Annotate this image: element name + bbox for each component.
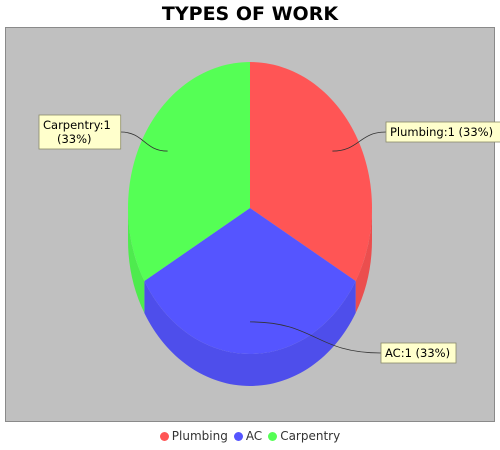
pie-side-ac: [144, 281, 356, 386]
data-label-ac: AC:1 (33%): [385, 346, 450, 360]
label-connector-carpentry: [120, 131, 168, 152]
pie-slices: [127, 62, 372, 354]
legend-swatch-ac: [233, 432, 243, 441]
legend-item-ac: AC: [233, 429, 263, 443]
pie-depth: [128, 208, 372, 386]
label-connector-ac: [249, 321, 382, 354]
legend-item-plumbing: Plumbing: [159, 429, 228, 443]
data-label-plumbing: Plumbing:1 (33%): [390, 125, 493, 139]
legend-swatch-carpentry: [268, 432, 278, 441]
pie-side-plumbing: [355, 208, 372, 313]
pie-slice-ac: [144, 208, 356, 354]
label-box-plumbing: [385, 121, 500, 143]
legend-label-plumbing: Plumbing: [171, 429, 228, 443]
pie-labels: Plumbing:1 (33%) AC:1 (33%) Carpentry:1 (33…: [38, 114, 500, 364]
legend-swatch-plumbing: [159, 432, 169, 441]
legend-label-carpentry: Carpentry: [280, 429, 341, 443]
chart-legend: Plumbing AC Carpentry: [0, 429, 500, 443]
pie-slice-carpentry: [127, 62, 250, 281]
label-connector-plumbing: [332, 131, 387, 152]
label-box-ac: [380, 342, 457, 364]
pie-slice-plumbing: [250, 62, 372, 281]
pie-side-carpentry: [128, 208, 145, 313]
label-box-carpentry: [38, 114, 122, 150]
data-label-carpentry: Carpentry:1 (33%): [43, 118, 111, 146]
legend-item-carpentry: Carpentry: [268, 429, 340, 443]
chart-title: TYPES OF WORK: [161, 3, 339, 25]
legend-label-ac: AC: [245, 429, 263, 443]
